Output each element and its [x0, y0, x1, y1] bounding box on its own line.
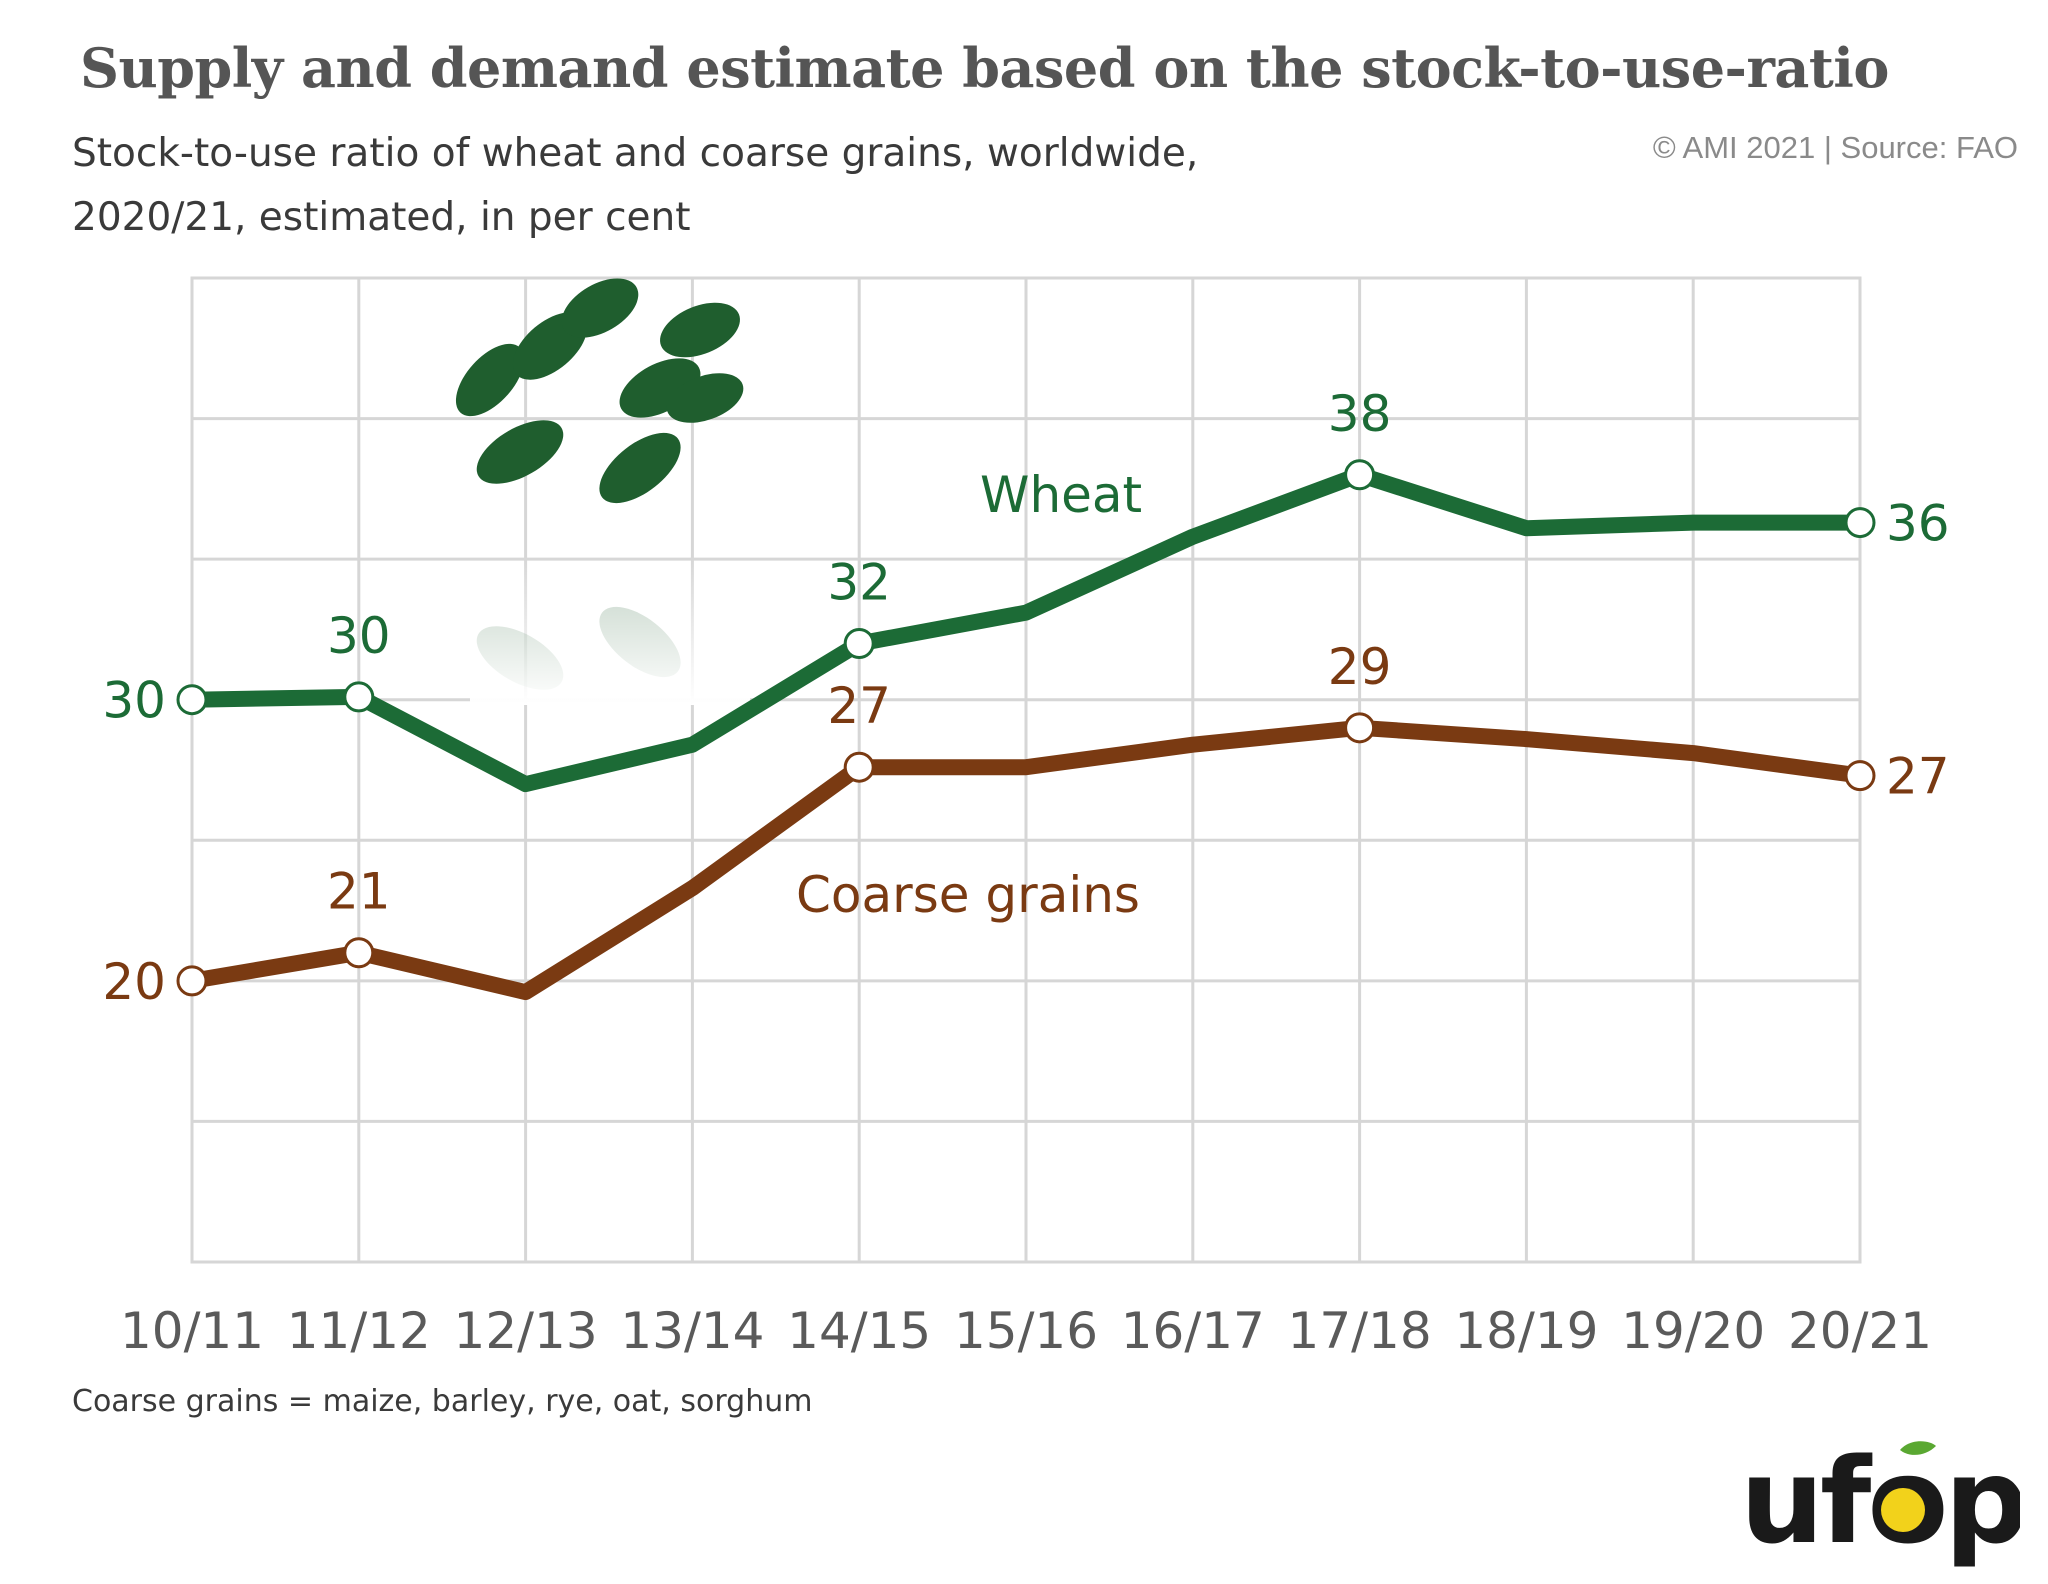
svg-text:ufop: ufop: [1740, 1438, 2020, 1568]
x-tick-label: 12/13: [454, 1302, 598, 1360]
data-label: 27: [827, 677, 891, 735]
data-point-marker: [843, 751, 875, 783]
x-tick-label: 15/16: [954, 1302, 1098, 1360]
x-tick-label: 19/20: [1621, 1302, 1765, 1360]
data-label: 30: [327, 607, 391, 665]
chart-subtitle: Stock-to-use ratio of wheat and coarse g…: [72, 122, 1372, 250]
ufop-logo: ufop: [1740, 1438, 2020, 1568]
data-label: 29: [1328, 638, 1392, 696]
leaf-shape: [660, 302, 740, 358]
data-point-marker: [1344, 712, 1376, 744]
series-label-coarse-grains: Coarse grains: [796, 866, 1140, 924]
wheat-ear-icon: [455, 278, 750, 705]
data-label: 30: [102, 672, 166, 730]
data-point-marker: [343, 681, 375, 713]
data-point-marker: [1844, 507, 1876, 539]
x-tick-label: 13/14: [620, 1302, 764, 1360]
data-point-marker: [176, 684, 208, 716]
series-line-wheat: [184, 466, 1868, 793]
data-point-marker: [176, 965, 208, 997]
x-tick-label: 10/11: [120, 1302, 264, 1360]
data-label: 20: [102, 953, 166, 1011]
x-axis-ticks: 10/11 11/12 12/13 13/14 14/15 15/16 16/17 17/18…: [120, 1302, 1932, 1360]
series-lines: 30 30 32 38 36 20 21 27 29 27: [102, 385, 1949, 1011]
series-name-labels: Wheat Coarse grains: [796, 466, 1142, 924]
data-label: 21: [327, 863, 391, 921]
series-label-wheat: Wheat: [980, 466, 1142, 524]
data-label: 38: [1328, 385, 1392, 443]
x-tick-label: 20/21: [1788, 1302, 1932, 1360]
data-point-marker: [343, 937, 375, 969]
leaf-shape: [599, 432, 681, 504]
chart-title: Supply and demand estimate based on the …: [80, 36, 1889, 100]
data-point-marker: [843, 627, 875, 659]
data-label: 36: [1886, 495, 1950, 553]
footnote: Coarse grains = maize, barley, rye, oat,…: [72, 1384, 813, 1419]
subtitle-line-1: Stock-to-use ratio of wheat and coarse g…: [72, 131, 1199, 176]
series-line-coarse-grains: [184, 719, 1868, 1001]
leaf-shape: [476, 420, 564, 484]
x-tick-label: 16/17: [1121, 1302, 1265, 1360]
source-note: © AMI 2021 | Source: FAO: [1652, 130, 2018, 165]
data-point-marker: [1844, 760, 1876, 792]
data-label: 32: [827, 553, 891, 611]
x-tick-label: 17/18: [1288, 1302, 1432, 1360]
leaf-shape: [561, 278, 639, 338]
leaf-shape: [455, 343, 525, 417]
subtitle-line-2: 2020/21, estimated, in per cent: [72, 195, 691, 240]
x-tick-label: 11/12: [287, 1302, 431, 1360]
x-tick-label: 18/19: [1454, 1302, 1598, 1360]
data-point-marker: [1344, 459, 1376, 491]
x-tick-label: 14/15: [787, 1302, 931, 1360]
data-label: 27: [1886, 748, 1950, 806]
leaf-shape: [666, 373, 744, 423]
